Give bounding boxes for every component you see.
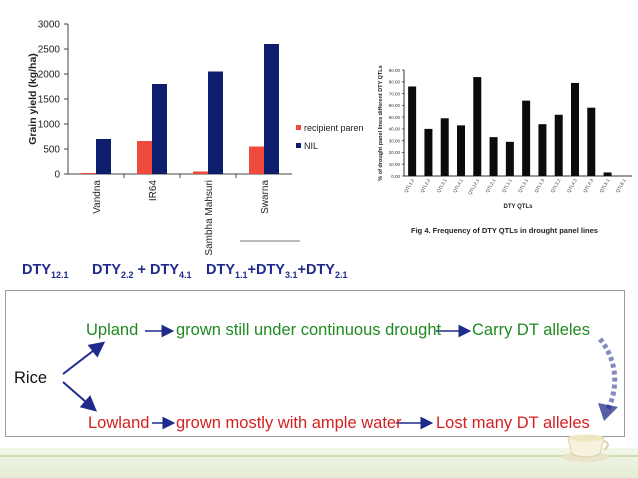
dty-label-1: DTY12.1 <box>22 262 69 280</box>
bar-QTL1.1 <box>505 141 514 176</box>
y-tick-label: 20.00 <box>389 150 401 155</box>
figure-caption: Fig 4. Frequency of DTY QTLs in drought … <box>411 226 598 235</box>
x-tick-label: QTL2.2 <box>419 178 431 194</box>
x-tick-label: Swarna <box>260 180 271 214</box>
diagram-arrows <box>62 324 618 430</box>
transition-arrow-head <box>598 403 618 421</box>
bar-QTL1.2 <box>408 86 417 176</box>
x-tick-label: Vandna <box>92 180 103 214</box>
branch-arrow-up <box>62 341 106 375</box>
y-tick-label: 40.00 <box>389 127 401 132</box>
x-tick-label: IR64 <box>148 180 159 202</box>
bar-recipient-paren-IR64 <box>137 141 152 174</box>
x-tick-label: QTL2.3 <box>582 178 594 194</box>
bar-NIL-Sambha-Mahsuri <box>208 71 223 174</box>
x-tick-label: QTL3.2 <box>550 178 562 194</box>
upland-result: Carry DT alleles <box>472 321 590 339</box>
bar-QTL12.1 <box>473 77 482 176</box>
teacup-icon <box>562 434 610 462</box>
dty-label-3: DTY1.1+DTY3.1+DTY2.1 <box>206 262 348 280</box>
bar-QTL3.1 <box>440 118 449 176</box>
x-tick-label: QTL4.1 <box>452 178 464 194</box>
lowland-condition: grown mostly with ample water <box>176 414 402 432</box>
dty-qtl-frequency-chart: 0.00 10.00 20.00 30.00 40.00 50.00 60.00 70.00 8… <box>378 65 632 210</box>
bar-QTL2.3 <box>587 107 596 176</box>
x-tick-label: QTL5.1 <box>599 178 611 194</box>
x-tick-label: QTL12.1 <box>467 178 480 196</box>
bar-recipient-paren-Sambha-Mahsuri <box>193 171 208 174</box>
y-tick-label: 80.00 <box>389 80 401 85</box>
y-tick-label: 0.00 <box>391 174 400 179</box>
y-tick-label: 90.00 <box>389 68 401 73</box>
y-tick-label: 0 <box>54 170 60 181</box>
legend-label: recipient paren <box>304 123 364 133</box>
bar-NIL-IR64 <box>152 84 167 174</box>
x-axis-title: DTY QTLs <box>504 204 534 210</box>
x-tick-label: Sambha Mahsuri <box>204 180 215 256</box>
x-tick-label: QTL6.1 <box>615 178 627 194</box>
upland-condition: grown still under continuous drought <box>176 321 442 339</box>
legend-swatch <box>296 125 301 130</box>
footer-band <box>0 448 638 478</box>
bar-QTL3.1 <box>522 100 531 176</box>
y-tick-label: 60.00 <box>389 103 401 108</box>
bar-NIL-Swarna <box>264 44 279 174</box>
bar-QTL3.2 <box>554 114 563 176</box>
y-axis-title: % of drought panel lines different DTY Q… <box>378 65 384 180</box>
bar-QTL2.1 <box>489 137 498 176</box>
legend-label: NIL <box>304 141 318 151</box>
y-tick-label: 500 <box>43 145 60 156</box>
rice-adaptation-diagram: Rice Upland grown still under continuous… <box>5 290 625 437</box>
x-tick-label: QTL1.2 <box>403 178 415 194</box>
footer-line <box>0 455 638 457</box>
bar-QTL4.1 <box>457 125 465 176</box>
bar-QTL2.2 <box>424 128 433 176</box>
rice-label: Rice <box>14 369 48 387</box>
y-tick-label: 2000 <box>38 70 61 81</box>
x-tick-label: QTL4.3 <box>566 178 578 194</box>
y-tick-label: 30.00 <box>389 138 401 143</box>
lowland-label: Lowland <box>88 414 150 432</box>
y-tick-label: 10.00 <box>389 162 401 167</box>
bar-QTL4.3 <box>571 82 579 176</box>
x-tick-label: QTL2.1 <box>485 178 497 194</box>
y-tick-label: 2500 <box>38 45 61 56</box>
dty-label-2: DTY2.2 + DTY4.1 <box>92 262 192 280</box>
x-tick-label: QTL3.1 <box>436 178 448 194</box>
x-tick-label: QTL3.1 <box>517 178 529 194</box>
bar-QTL1.3 <box>538 124 547 176</box>
bar-recipient-paren-Swarna <box>249 146 264 174</box>
dty-labels: DTY12.1 DTY2.2 + DTY4.1 DTY1.1+DTY3.1+DT… <box>22 262 382 286</box>
bar-QTL5.1 <box>603 172 612 176</box>
bar-NIL-Vandna <box>96 139 111 174</box>
lowland-result: Lost many DT alleles <box>436 414 590 432</box>
y-tick-label: 1500 <box>38 95 61 106</box>
legend-swatch <box>296 143 301 148</box>
transition-arrow <box>598 337 618 411</box>
upland-label: Upland <box>86 321 139 339</box>
y-tick-label: 50.00 <box>389 115 401 120</box>
y-tick-label: 70.00 <box>389 91 401 96</box>
y-tick-label: 1000 <box>38 120 61 131</box>
bar-recipient-paren-Vandna <box>81 173 96 174</box>
x-tick-label: QTL1.1 <box>501 178 513 194</box>
y-axis-title: Grain yield (kg/ha) <box>27 53 39 145</box>
x-tick-label: QTL1.3 <box>533 178 545 194</box>
grain-yield-chart: 0 500 1000 1500 2000 2500 3000 Grain yield (kg/… <box>27 20 364 256</box>
y-tick-label: 3000 <box>38 20 61 31</box>
branch-arrow-down <box>62 381 98 412</box>
